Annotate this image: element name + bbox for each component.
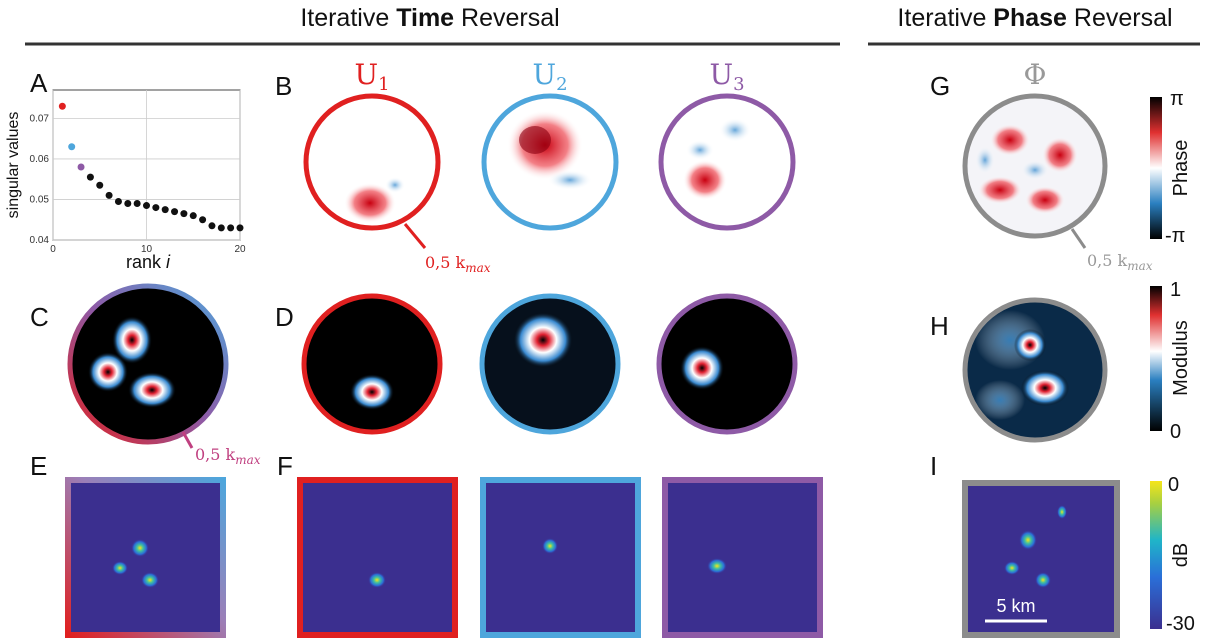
colorbar-label: dB — [1170, 543, 1192, 567]
header-text: Time — [396, 4, 454, 32]
scale-bar-label: 5 km — [996, 596, 1035, 616]
kmax-label: 0,5 kmax — [195, 445, 261, 467]
modulus-map — [479, 293, 621, 435]
y-axis-label: singular values — [5, 112, 22, 219]
x-tick-label: 0 — [50, 244, 56, 255]
colorbar-label: Modulus — [1170, 320, 1192, 396]
data-point — [105, 191, 113, 199]
header-text: Phase — [993, 4, 1067, 32]
y-tick-label: 0.05 — [30, 194, 50, 205]
panel-label: H — [930, 311, 949, 341]
phase-map — [658, 93, 796, 231]
x-tick-label: 10 — [141, 244, 153, 255]
kmax-label: 0,5 kmax — [1087, 251, 1153, 273]
kmax-sub: max — [235, 453, 261, 467]
data-point — [161, 206, 169, 214]
kmax-label: 0,5 kmax — [425, 253, 491, 275]
data-point — [58, 102, 66, 110]
kmax-sub: max — [465, 261, 491, 275]
colorbar: 1 0 Modulus — [1150, 279, 1192, 443]
mode-title: U3 — [709, 58, 744, 95]
header-time: Iterative Time Reversal — [300, 4, 559, 32]
x-axis-label-text: rank — [126, 252, 166, 272]
x-tick-label: 20 — [234, 244, 246, 255]
data-point — [77, 163, 85, 171]
colorbar: 0 -30 dB — [1150, 474, 1195, 635]
mode-letter: U — [709, 58, 733, 91]
data-point — [114, 197, 122, 205]
phase-map — [481, 93, 619, 231]
modulus-map — [67, 283, 229, 449]
kmax-main: 0,5 k — [425, 253, 466, 272]
modulus-map — [962, 297, 1108, 443]
intensity-map — [297, 477, 458, 638]
panel-label: B — [275, 71, 292, 101]
y-tick-label: 0.07 — [30, 113, 50, 124]
colorbar-label: Phase — [1170, 140, 1192, 197]
colorbar-top: 1 — [1170, 279, 1181, 301]
phase-map — [303, 93, 441, 249]
data-point — [180, 210, 188, 218]
panel-label: D — [275, 302, 294, 332]
phase-map — [962, 93, 1108, 249]
data-point — [236, 224, 244, 232]
modulus-map — [301, 293, 443, 435]
intensity-map: 5 km — [962, 480, 1120, 638]
x-axis-label: rank i — [126, 252, 171, 272]
data-point — [68, 143, 76, 151]
modulus-map — [656, 293, 798, 435]
mode-sub: 2 — [556, 74, 567, 95]
data-point — [171, 208, 179, 216]
header-text: Reversal — [454, 4, 560, 32]
panel-label: G — [930, 71, 950, 101]
header-text: Reversal — [1067, 4, 1173, 32]
mode-letter: U — [354, 58, 378, 91]
colorbar-bottom: 0 — [1170, 421, 1181, 443]
intensity-map — [65, 477, 226, 638]
panel-label: A — [30, 68, 48, 98]
data-point — [217, 224, 225, 232]
y-tick-label: 0.06 — [30, 154, 50, 165]
colorbar-bottom: -π — [1165, 225, 1185, 247]
header-text: Iterative — [300, 4, 396, 32]
y-tick-label: 0.04 — [30, 235, 50, 246]
colorbar-top: 0 — [1168, 474, 1179, 496]
panel-label: E — [30, 451, 47, 481]
panel-label: C — [30, 302, 49, 332]
header-phase: Iterative Phase Reversal — [897, 4, 1172, 32]
intensity-map — [480, 477, 641, 638]
mode-sub: 3 — [733, 74, 744, 95]
panel-label: F — [277, 451, 293, 481]
mode-sub: 1 — [378, 74, 389, 95]
data-point — [227, 224, 235, 232]
x-axis-label-italic: i — [166, 252, 171, 272]
data-point — [152, 204, 160, 212]
panel-label: I — [930, 451, 937, 481]
mode-letter: U — [532, 58, 556, 91]
header-text: Iterative — [897, 4, 993, 32]
intensity-map — [662, 477, 823, 638]
mode-title: U1 — [354, 58, 389, 95]
data-point — [86, 173, 94, 181]
colorbar-bottom: -30 — [1166, 613, 1195, 635]
singular-value-chart: singular values rank i 0.04 0.05 0.06 0.07 0… — [5, 89, 246, 272]
data-point — [133, 200, 141, 208]
mode-title: U2 — [532, 58, 567, 95]
data-point — [208, 222, 216, 230]
colorbar-top: π — [1170, 88, 1184, 110]
data-point — [199, 216, 207, 224]
data-point — [189, 212, 197, 220]
data-point — [96, 181, 104, 189]
data-point — [143, 202, 150, 210]
kmax-sub: max — [1127, 259, 1153, 273]
kmax-main: 0,5 k — [195, 445, 236, 464]
data-point — [124, 200, 132, 208]
colorbar: π -π Phase — [1150, 88, 1192, 247]
phi-title: Φ — [1024, 58, 1047, 91]
kmax-main: 0,5 k — [1087, 251, 1128, 270]
